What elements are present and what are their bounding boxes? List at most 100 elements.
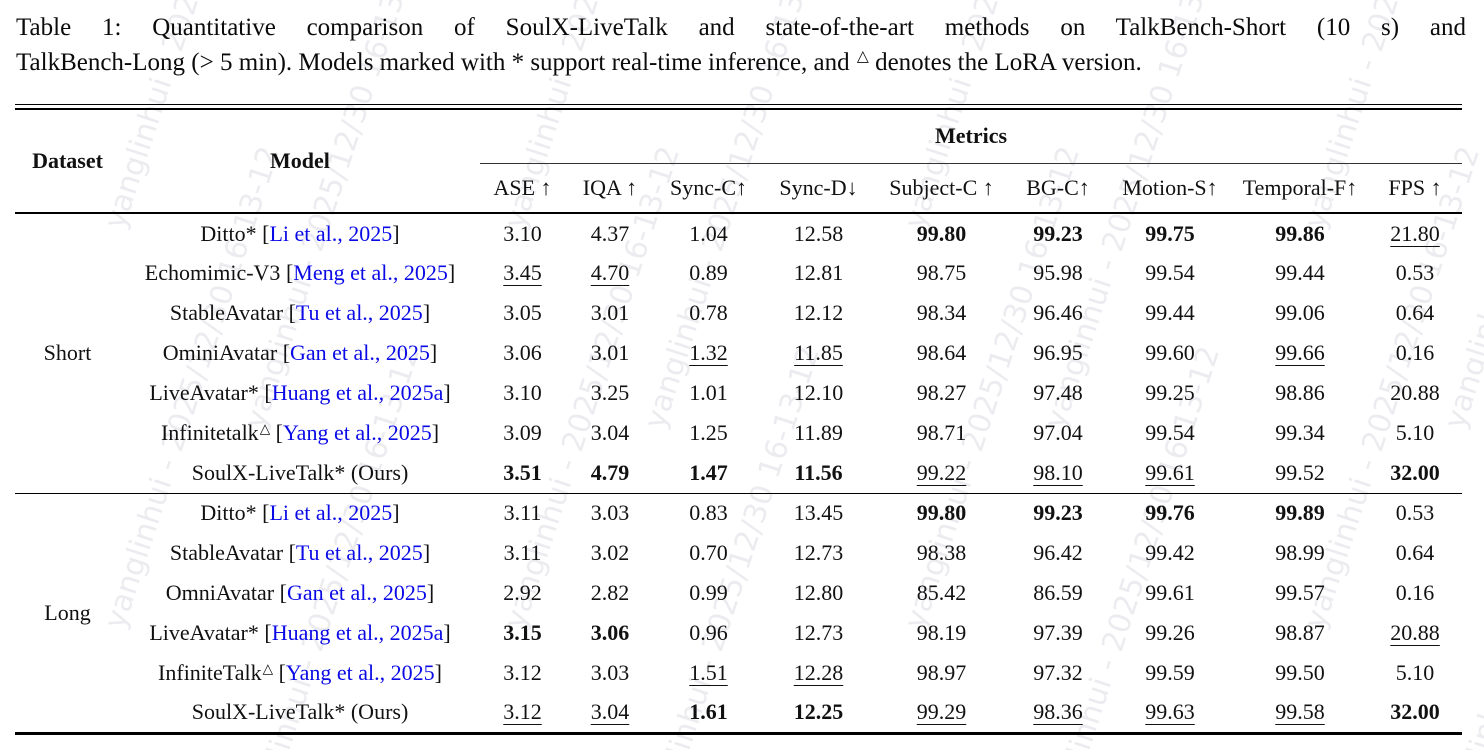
citation-bracket-open: [ <box>277 340 291 365</box>
model-name: LiveAvatar <box>149 380 248 405</box>
metric-value: 0.89 <box>689 260 728 285</box>
model-name: SoulX-LiveTalk <box>191 699 335 725</box>
citation-link[interactable]: Yang et al., 2025 <box>283 420 432 445</box>
metric-value: 11.85 <box>794 340 843 365</box>
metric-value: 0.99 <box>689 580 728 605</box>
citation-link[interactable]: Tu et al., 2025 <box>295 540 423 565</box>
model-cell: InfiniteTalk△ [Yang et al., 2025] <box>120 653 480 693</box>
model-name: OminiAvatar <box>162 340 278 365</box>
metric-value: 98.87 <box>1275 620 1325 645</box>
metric-value: 3.02 <box>590 540 630 565</box>
metric-value: 99.86 <box>1275 220 1325 246</box>
metric-value: 3.10 <box>503 220 542 246</box>
table-row: StableAvatar [Tu et al., 2025] 3.05 3.01 0.… <box>15 293 1462 333</box>
metric-value: 3.06 <box>590 620 630 645</box>
model-name: Echomimic-V3 <box>144 260 281 285</box>
model-cell: Echomimic-V3 [Meng et al., 2025] <box>120 253 480 293</box>
metric-value: 96.95 <box>1033 340 1083 365</box>
metric-value: 0.96 <box>689 620 728 645</box>
metric-value: 97.39 <box>1033 620 1083 645</box>
citation-link[interactable]: Li et al., 2025 <box>269 220 393 246</box>
metric-value: 32.00 <box>1390 459 1440 485</box>
metric-value: 1.01 <box>689 380 728 405</box>
metric-value: 12.58 <box>793 220 844 246</box>
metric-value: 4.37 <box>590 220 630 246</box>
metric-value: 98.10 <box>1033 459 1083 485</box>
metric-value: 12.25 <box>793 699 844 725</box>
metric-value: 99.22 <box>916 459 967 485</box>
caption-text-part: denotes the LoRA version. <box>868 49 1142 76</box>
citation-link[interactable]: Gan et al., 2025 <box>290 340 430 365</box>
realtime-star-mark: * <box>247 380 259 405</box>
metric-value: 99.50 <box>1275 660 1325 685</box>
citation-bracket-close: ] <box>429 340 438 365</box>
metric-value: 99.44 <box>1275 260 1325 285</box>
table-caption: Table 1: Quantitative comparison of Soul… <box>16 10 1466 83</box>
metric-value: 12.10 <box>793 380 844 405</box>
table-row: LiveAvatar* [Huang et al., 2025a] 3.15 3.0… <box>15 613 1462 653</box>
table-row: OmniAvatar [Gan et al., 2025] 2.92 2.82 0.9… <box>15 573 1462 613</box>
model-name: InfiniteTalk <box>158 660 262 685</box>
model-cell: StableAvatar [Tu et al., 2025] <box>120 533 480 573</box>
metric-value: 99.61 <box>1145 459 1195 485</box>
metric-value: 99.61 <box>1145 580 1195 605</box>
table-row: SoulX-LiveTalk* (Ours) 3.51 4.79 1.47 11.56 9… <box>15 453 1462 493</box>
metric-value: 0.70 <box>689 540 728 565</box>
citation-link[interactable]: Yang et al., 2025 <box>285 660 435 685</box>
col-group-metrics: Metrics <box>480 110 1463 164</box>
col-header-ase: ASE ↑ <box>493 174 552 200</box>
citation-link[interactable]: Gan et al., 2025 <box>286 580 427 605</box>
realtime-star-mark: * <box>334 699 346 725</box>
metric-value: 3.12 <box>503 699 542 725</box>
metric-value: 99.52 <box>1275 459 1325 485</box>
citation-bracket-open: [ <box>283 300 296 325</box>
citation-link[interactable]: Huang et al., 2025a <box>271 380 444 405</box>
metric-value: 0.64 <box>1395 540 1435 565</box>
metric-value: 11.56 <box>794 459 843 485</box>
metric-value: 12.12 <box>793 300 844 325</box>
metric-value: 3.12 <box>503 660 542 685</box>
metric-value: 99.06 <box>1275 300 1325 325</box>
citation-link[interactable]: Meng et al., 2025 <box>293 260 448 285</box>
col-header-temporal-f: Temporal-F↑ <box>1242 174 1358 200</box>
citation-link[interactable]: Tu et al., 2025 <box>295 300 423 325</box>
metric-value: 32.00 <box>1390 699 1440 725</box>
citation-bracket-open: [ <box>270 420 283 445</box>
citation-bracket-open: [ <box>283 540 296 565</box>
metric-value: 1.32 <box>689 340 728 365</box>
metric-value: 99.23 <box>1033 220 1083 246</box>
metric-value: 99.57 <box>1275 580 1325 605</box>
metric-value: 98.34 <box>916 300 967 325</box>
citation-bracket-close: ] <box>422 540 431 565</box>
metric-value: 3.51 <box>503 459 542 485</box>
table-row: Echomimic-V3 [Meng et al., 2025] 3.45 4.70… <box>15 253 1462 293</box>
metric-value: 4.79 <box>590 459 630 485</box>
citation-bracket-open: [ <box>256 220 270 246</box>
metric-value: 99.80 <box>916 220 967 246</box>
metric-value: 99.75 <box>1145 220 1195 246</box>
citation-bracket-open: [ <box>258 380 272 405</box>
metric-value: 21.80 <box>1390 220 1440 246</box>
metric-value: 12.28 <box>793 660 844 685</box>
metric-value: 12.73 <box>793 540 844 565</box>
metric-value: 99.76 <box>1145 500 1195 526</box>
col-header-fps: FPS ↑ <box>1388 174 1442 200</box>
citation-bracket-close: ] <box>422 300 431 325</box>
model-name: LiveAvatar <box>149 620 248 645</box>
metric-value: 11.89 <box>794 420 843 445</box>
metric-value: 1.51 <box>689 660 728 685</box>
lora-triangle-mark: △ <box>259 420 271 436</box>
metric-value: 99.59 <box>1145 660 1195 685</box>
metric-value: 3.45 <box>503 260 542 285</box>
model-cell: OminiAvatar [Gan et al., 2025] <box>120 333 480 373</box>
table-row: LiveAvatar* [Huang et al., 2025a] 3.10 3.2… <box>15 373 1462 413</box>
model-cell: Infinitetalk△ [Yang et al., 2025] <box>120 413 480 453</box>
metric-value: 98.71 <box>916 420 967 445</box>
citation-link[interactable]: Li et al., 2025 <box>269 500 393 526</box>
metric-value: 99.54 <box>1145 260 1195 285</box>
citation-link[interactable]: Huang et al., 2025a <box>271 620 444 645</box>
metric-value: 98.27 <box>916 380 967 405</box>
metric-value: 1.61 <box>689 699 728 725</box>
results-table-wrap: Dataset Model Metrics ASE ↑ IQA ↑ Sync-C↑ S… <box>15 104 1463 735</box>
table-row: InfiniteTalk△ [Yang et al., 2025] 3.12 3.0… <box>15 653 1462 693</box>
